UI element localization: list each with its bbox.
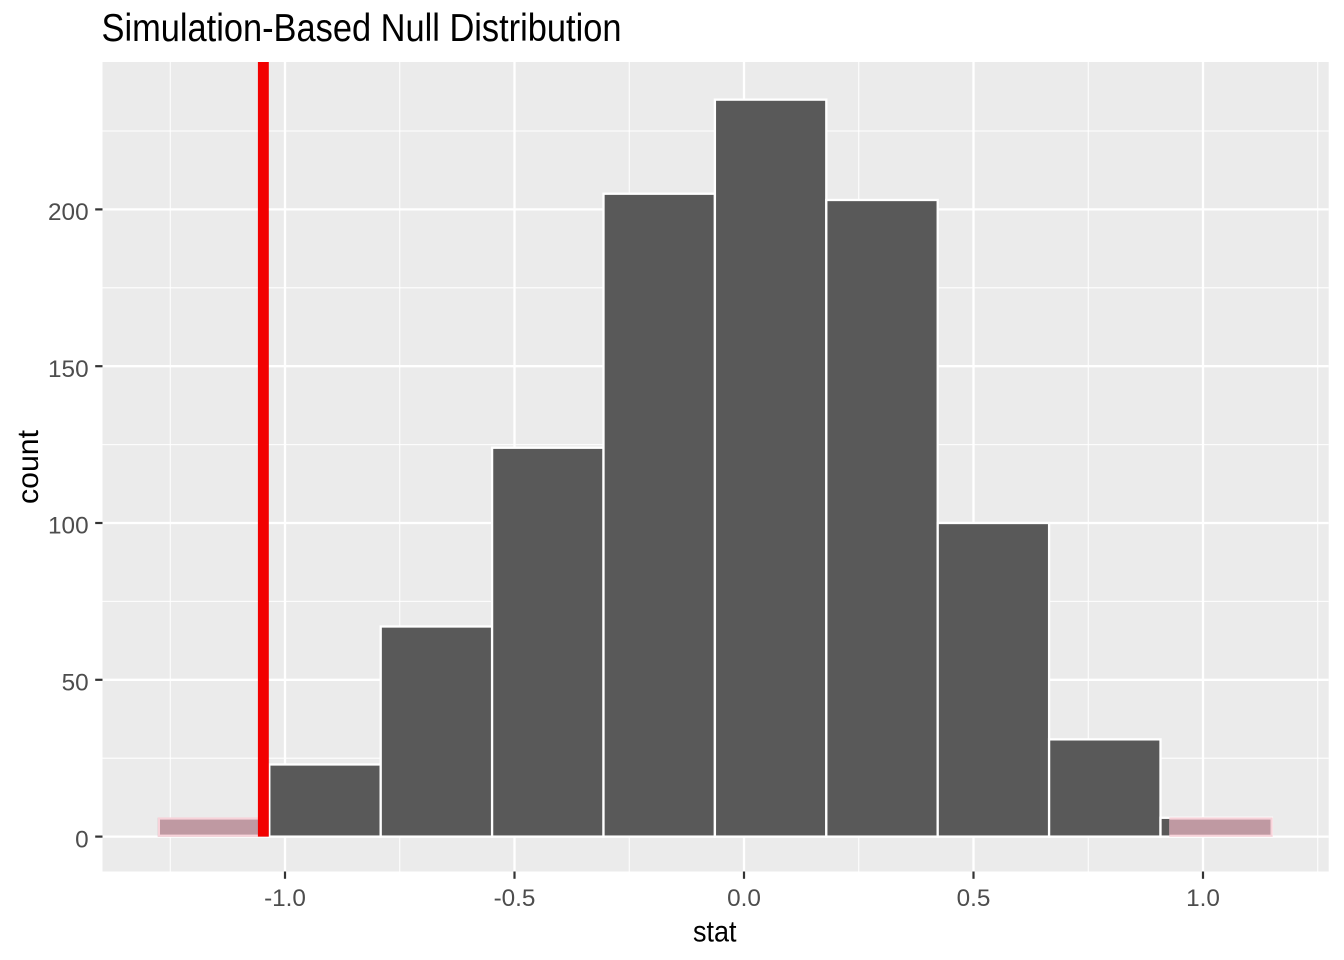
- svg-text:-0.5: -0.5: [494, 885, 536, 912]
- svg-text:count: count: [12, 430, 45, 504]
- svg-text:stat: stat: [693, 916, 737, 949]
- svg-text:150: 150: [48, 356, 89, 383]
- svg-text:0.0: 0.0: [727, 885, 761, 912]
- svg-text:-1.0: -1.0: [264, 885, 306, 912]
- svg-text:200: 200: [48, 199, 89, 226]
- svg-text:100: 100: [48, 513, 89, 540]
- svg-text:Simulation-Based Null Distribu: Simulation-Based Null Distribution: [102, 7, 622, 50]
- svg-text:1.0: 1.0: [1186, 885, 1220, 912]
- svg-text:0: 0: [75, 826, 89, 853]
- svg-text:50: 50: [62, 670, 89, 697]
- svg-text:0.5: 0.5: [957, 885, 991, 912]
